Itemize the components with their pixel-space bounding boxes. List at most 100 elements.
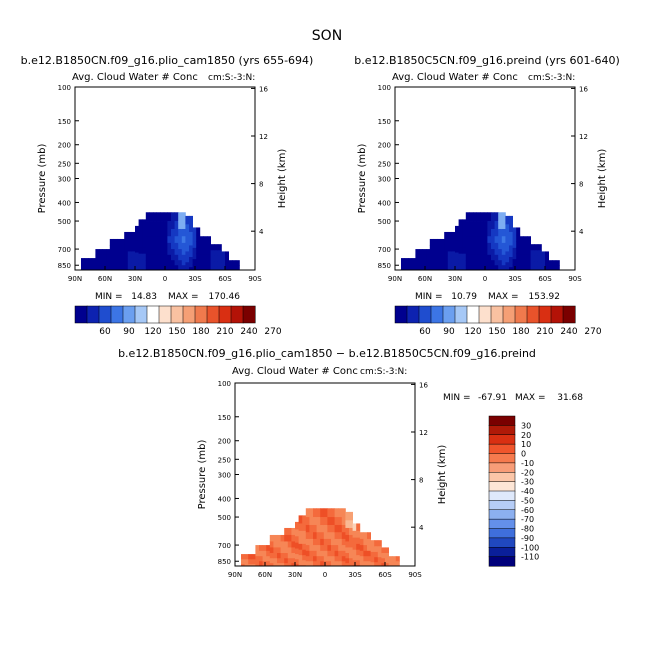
field-cell — [458, 219, 463, 228]
field-cell — [217, 255, 222, 262]
field-cell — [523, 242, 528, 250]
field-cell — [167, 249, 172, 256]
colorbar-swatch — [488, 415, 516, 426]
field-cell — [501, 242, 506, 250]
field-cell — [469, 254, 474, 261]
x-tick-label: 30N — [288, 571, 302, 579]
field-cell — [232, 260, 237, 266]
colorbar-label: 240 — [560, 327, 577, 337]
field-cell — [225, 267, 229, 271]
field-cell — [124, 238, 129, 246]
field-cell — [284, 563, 289, 567]
field-cell — [401, 268, 405, 271]
field-cell — [138, 253, 143, 260]
field-cell — [244, 559, 249, 565]
field-cell — [266, 561, 271, 567]
field-cell — [298, 555, 303, 561]
field-cell — [462, 247, 467, 255]
field-cell — [316, 556, 321, 562]
field-cell — [255, 556, 260, 562]
field-cell — [135, 240, 139, 248]
field-cell — [106, 249, 111, 256]
field-cell — [156, 236, 161, 244]
field-cell — [537, 250, 542, 257]
field-cell — [370, 540, 375, 547]
field-cell — [171, 260, 175, 266]
field-cell — [142, 264, 147, 270]
y2-tick-label: 12 — [419, 429, 428, 437]
x-tick-label: 90S — [248, 275, 262, 283]
field-cell — [426, 254, 431, 261]
field-cell — [277, 563, 281, 567]
field-cell — [555, 260, 560, 266]
field-cell — [113, 245, 118, 252]
field-cell — [363, 550, 368, 557]
field-cell — [156, 228, 161, 237]
field-cell — [280, 563, 285, 567]
field-cell — [259, 561, 263, 567]
colorbar-swatch — [488, 500, 516, 511]
field-cell — [487, 249, 492, 256]
field-cell — [341, 538, 346, 546]
field-cell — [298, 537, 303, 545]
field-cell — [192, 234, 197, 243]
field-cell — [494, 228, 499, 237]
field-cell — [498, 242, 503, 250]
field-cell — [505, 257, 510, 263]
field-cell — [277, 534, 281, 542]
field-cell — [516, 259, 521, 265]
field-cell — [124, 231, 129, 240]
field-cell — [419, 265, 423, 271]
field-cell — [505, 267, 510, 271]
field-cell — [519, 242, 524, 250]
field-cell — [221, 267, 226, 271]
field-cell — [494, 249, 499, 256]
field-cell — [437, 262, 441, 268]
field-cell — [476, 228, 481, 237]
field-cell — [352, 543, 357, 551]
field-cell — [196, 227, 201, 236]
field-cell — [251, 564, 256, 567]
field-cell — [163, 254, 168, 261]
min-label: MIN = — [415, 292, 443, 302]
field-cell — [374, 562, 379, 567]
field-cell — [537, 261, 542, 267]
field-cell — [316, 524, 321, 533]
field-cell — [174, 254, 179, 261]
field-cell — [458, 264, 463, 270]
field-cell — [244, 554, 249, 560]
field-cell — [527, 249, 531, 256]
field-cell — [210, 244, 215, 251]
colorbar-swatch — [430, 305, 444, 324]
field-cell — [494, 254, 499, 261]
field-cell — [284, 534, 289, 542]
field-cell — [316, 545, 321, 552]
y-tick-label: 200 — [58, 142, 71, 150]
field-cell — [480, 260, 485, 266]
field-cell — [302, 530, 307, 539]
colorbar-label: -30 — [521, 478, 534, 487]
field-cell — [221, 262, 226, 268]
field-cell — [181, 228, 186, 237]
field-cell — [451, 257, 456, 263]
field-cell — [338, 545, 343, 552]
field-cell — [316, 532, 321, 540]
field-cell — [465, 249, 470, 256]
field-cell — [408, 268, 413, 271]
field-cell — [462, 241, 467, 249]
field-cell — [433, 262, 438, 268]
field-cell — [313, 550, 317, 557]
field-cell — [171, 249, 175, 256]
field-cell — [444, 251, 449, 258]
field-cell — [214, 250, 219, 257]
x-tick-label: 60N — [258, 571, 272, 579]
field-cell — [465, 265, 470, 271]
colorbar-swatch — [406, 305, 420, 324]
field-cell — [181, 254, 186, 261]
field-cell — [359, 545, 364, 552]
field-cell — [320, 532, 325, 540]
field-cell — [491, 249, 495, 256]
colorbar-swatch — [122, 305, 136, 324]
min-value: 10.79 — [451, 292, 477, 302]
field-cell — [447, 257, 452, 263]
